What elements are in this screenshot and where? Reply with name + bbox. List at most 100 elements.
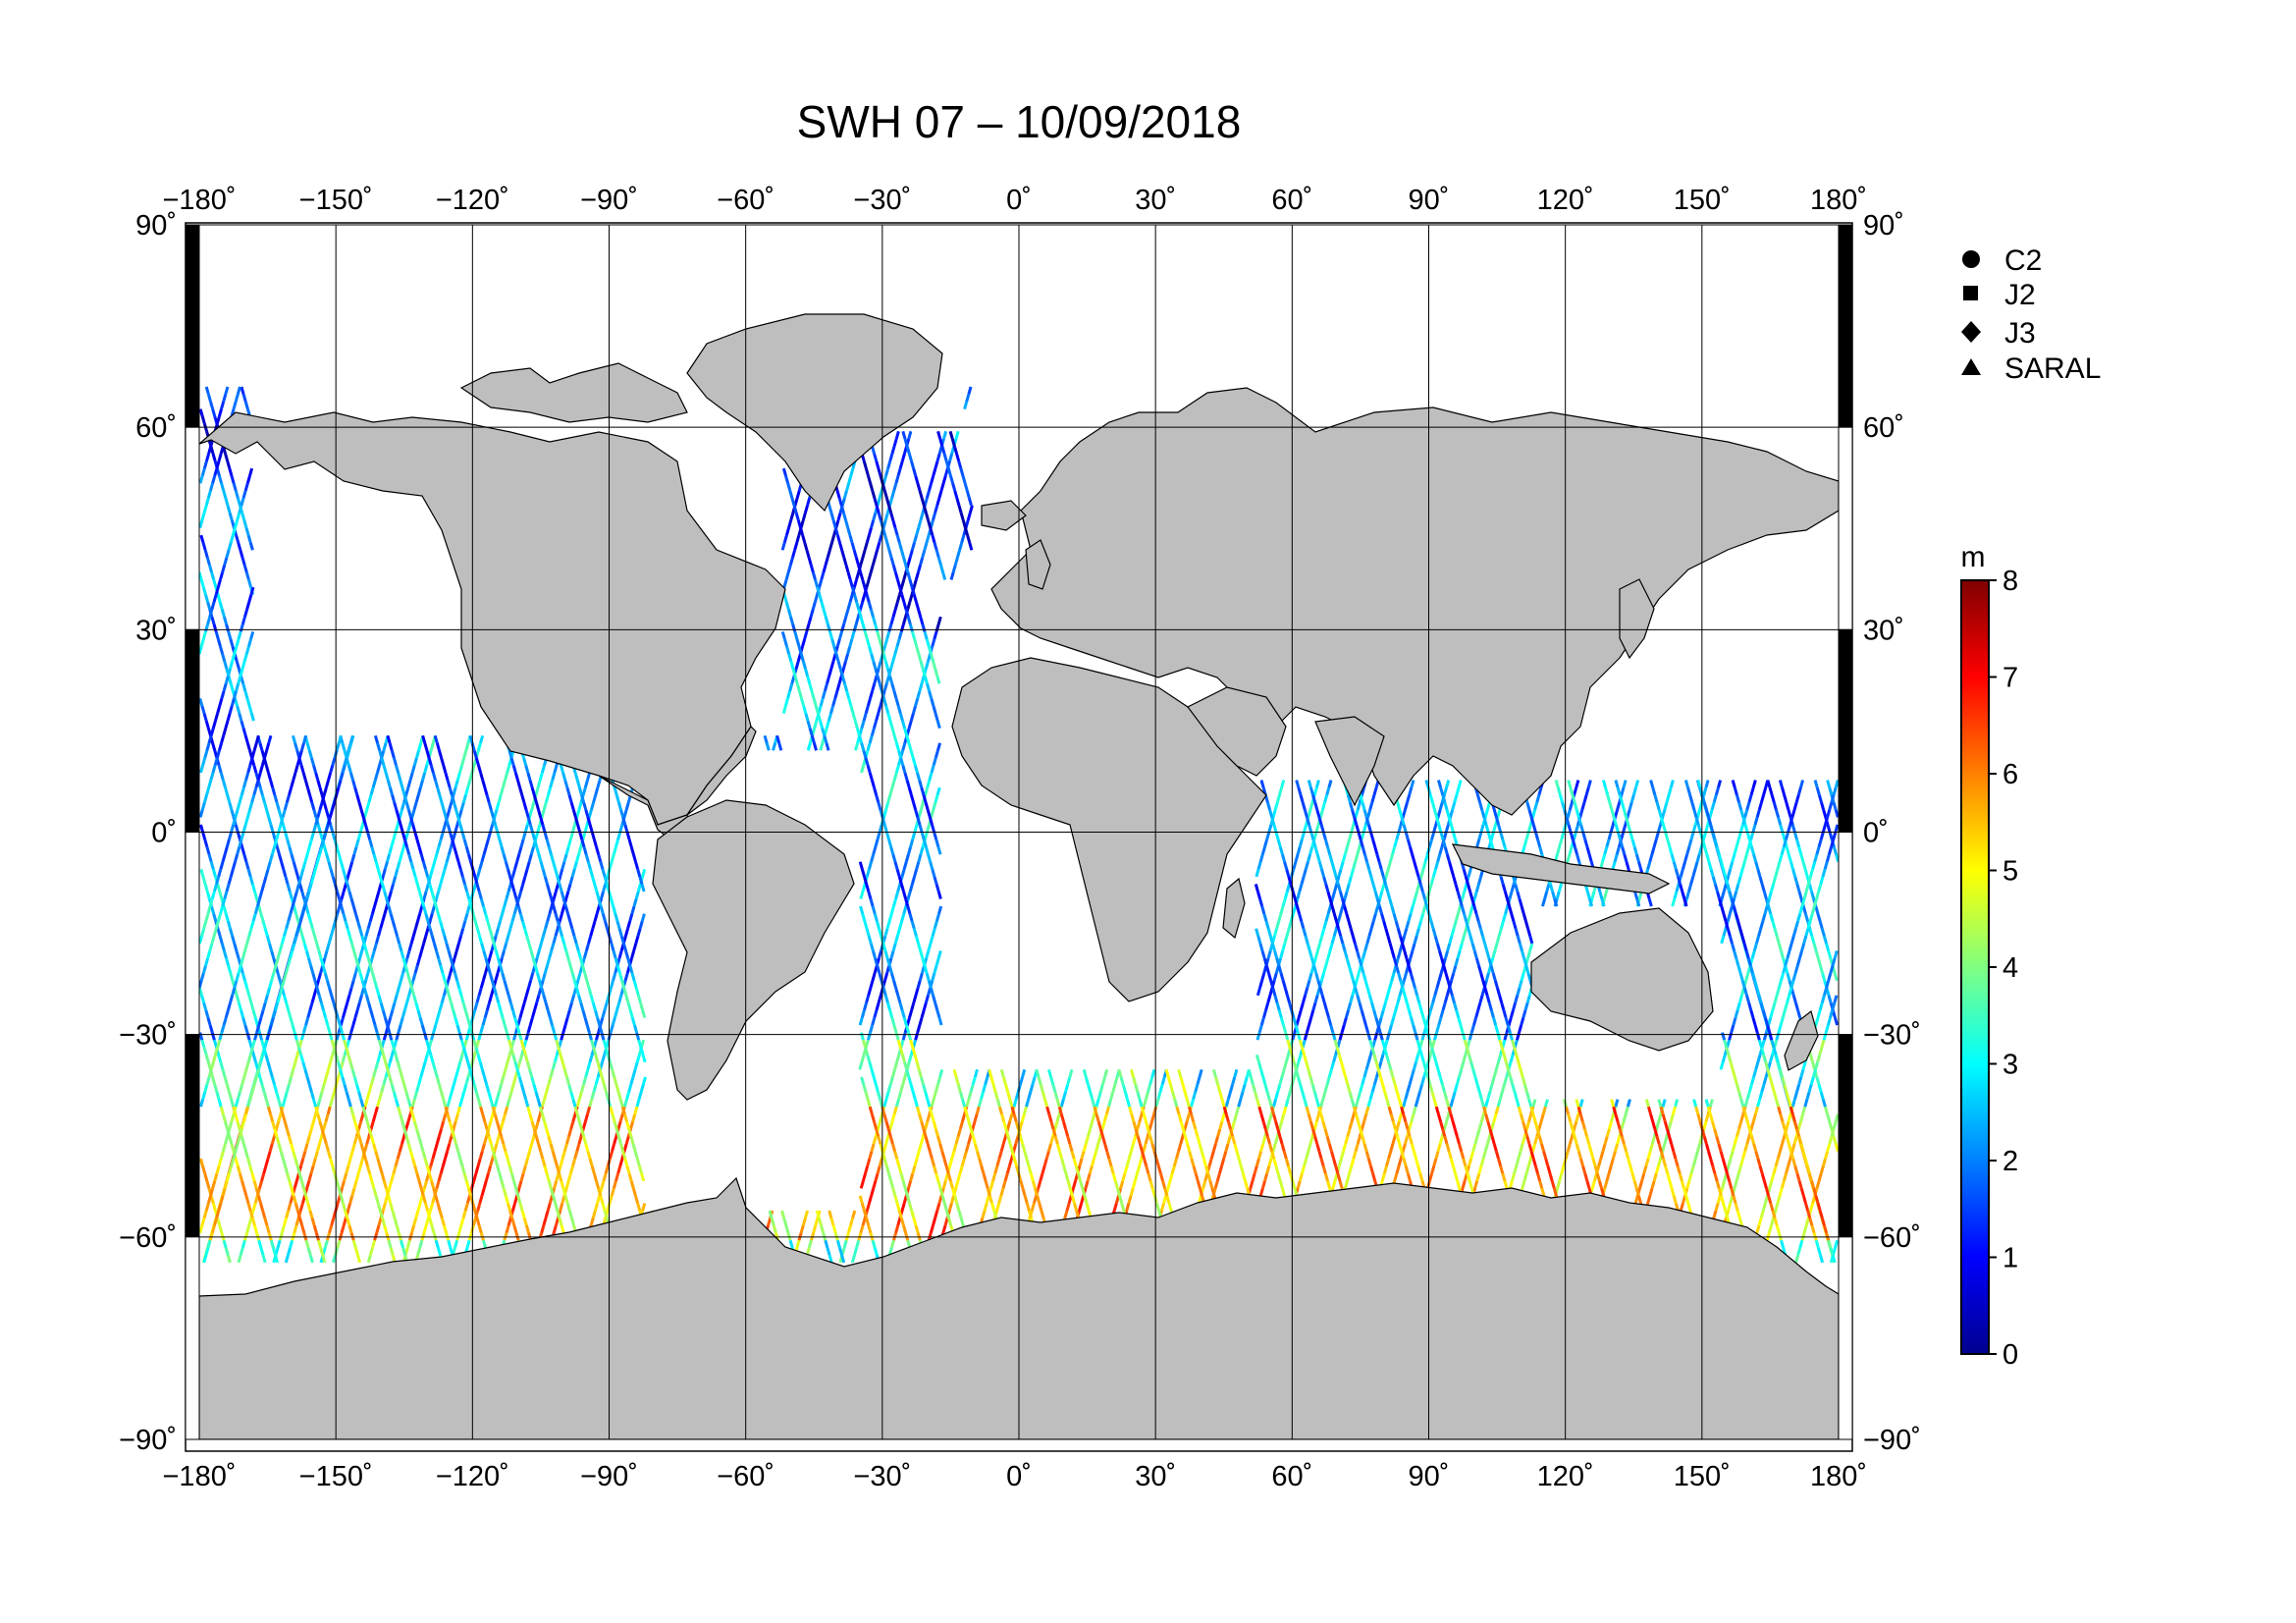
track-segment	[1745, 832, 1751, 840]
track-segment	[479, 1024, 485, 1034]
track-segment	[908, 623, 914, 632]
track-segment	[1434, 1151, 1440, 1160]
track-segment	[437, 1084, 444, 1093]
track-segment	[1267, 1158, 1273, 1167]
track-segment	[1362, 950, 1367, 959]
track-segment	[371, 972, 377, 982]
track-segment	[1307, 809, 1312, 818]
track-segment	[956, 1084, 962, 1093]
track-segment	[216, 1217, 222, 1226]
track-segment	[633, 1106, 639, 1115]
track-segment	[1256, 861, 1262, 870]
track-segment	[1040, 1210, 1045, 1219]
track-segment	[1350, 1158, 1356, 1167]
track-segment	[1164, 1068, 1170, 1078]
track-segment	[639, 1047, 645, 1055]
track-segment	[1460, 935, 1466, 945]
track-segment	[523, 1158, 529, 1167]
track-segment	[436, 1247, 442, 1256]
track-segment	[883, 950, 889, 959]
track-segment	[888, 1009, 894, 1018]
track-segment	[515, 1024, 521, 1034]
track-segment	[543, 832, 549, 840]
track-segment	[586, 772, 592, 781]
track-segment	[897, 749, 903, 759]
track-segment	[558, 928, 563, 937]
track-segment	[516, 905, 522, 915]
track-segment	[259, 1247, 265, 1256]
track-segment	[906, 571, 912, 580]
track-segment	[494, 972, 500, 982]
track-segment	[539, 861, 545, 870]
track-segment	[460, 757, 466, 766]
track-segment	[564, 1136, 571, 1145]
track-segment	[227, 1091, 233, 1101]
track-segment	[212, 1039, 218, 1049]
track-segment	[340, 891, 346, 899]
track-segment	[300, 891, 306, 899]
track-segment	[507, 868, 512, 878]
track-segment	[543, 1120, 549, 1130]
track-segment	[1147, 1128, 1152, 1137]
track-segment	[430, 935, 436, 945]
track-segment	[298, 928, 304, 937]
track-segment	[405, 950, 411, 959]
track-segment	[1015, 1165, 1021, 1174]
track-segment	[1386, 987, 1392, 997]
track-segment	[1361, 1120, 1366, 1130]
track-segment	[1166, 1076, 1172, 1085]
track-segment	[619, 1143, 625, 1152]
track-segment	[872, 1180, 878, 1189]
track-segment	[506, 1158, 511, 1167]
track-segment	[1265, 1136, 1271, 1145]
track-segment	[302, 1187, 308, 1197]
track-segment	[877, 661, 882, 670]
track-segment	[907, 720, 913, 730]
track-segment	[1086, 1172, 1092, 1182]
track-segment	[838, 542, 844, 551]
track-segment	[431, 861, 437, 870]
track-segment	[493, 809, 499, 818]
track-segment	[623, 824, 629, 833]
track-segment	[392, 876, 398, 885]
track-segment	[936, 891, 942, 899]
track-segment	[240, 1239, 246, 1249]
track-segment	[896, 995, 902, 1003]
track-segment	[1060, 1158, 1066, 1167]
track-segment	[1435, 980, 1441, 989]
track-segment	[1378, 891, 1384, 899]
track-segment	[641, 1054, 647, 1063]
track-segment	[1257, 1106, 1263, 1115]
track-segment	[395, 1099, 400, 1108]
track-segment	[916, 690, 922, 699]
track-segment	[1263, 1172, 1269, 1182]
track-segment	[828, 1210, 833, 1219]
track-segment	[1150, 1143, 1156, 1152]
track-segment	[230, 475, 236, 484]
track-segment	[867, 1224, 873, 1234]
track-segment	[634, 861, 640, 870]
track-segment	[1377, 1017, 1383, 1026]
track-segment	[1760, 884, 1766, 893]
track-segment	[883, 534, 889, 544]
track-segment	[1140, 1106, 1146, 1115]
track-segment	[841, 661, 847, 670]
track-segment	[1762, 891, 1768, 899]
track-segment	[339, 1017, 345, 1026]
track-segment	[613, 1120, 618, 1130]
track-segment	[1129, 1187, 1135, 1197]
track-segment	[862, 460, 868, 469]
track-segment	[294, 913, 300, 922]
track-segment	[455, 1106, 461, 1115]
track-segment	[851, 713, 857, 722]
track-segment	[1037, 1180, 1042, 1189]
track-segment	[1254, 1091, 1259, 1101]
track-segment	[966, 513, 972, 521]
track-segment	[1023, 1195, 1029, 1204]
track-segment	[365, 801, 371, 811]
track-segment	[204, 720, 210, 730]
track-segment	[229, 638, 235, 647]
track-segment	[595, 1180, 601, 1189]
track-segment	[1450, 972, 1456, 982]
track-segment	[441, 928, 447, 937]
